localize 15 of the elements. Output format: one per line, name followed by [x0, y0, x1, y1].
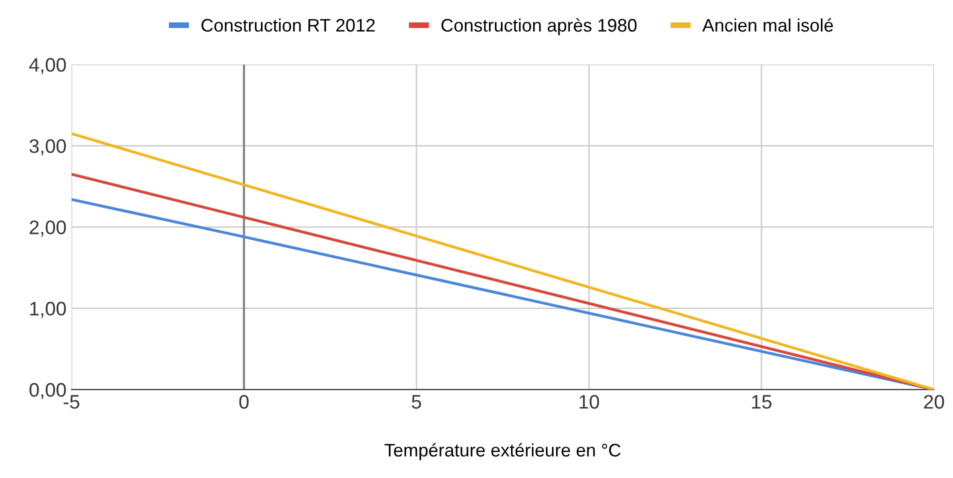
x-tick-label: 20 [924, 394, 944, 409]
x-tick-label: 0 [239, 394, 249, 409]
x-tick-label: 15 [752, 395, 772, 409]
y-tick-label: 3,00 [30, 139, 66, 156]
y-tick-label: 1,00 [30, 302, 66, 318]
x-axis-title: Température extérieure en °C [384, 443, 621, 460]
y-tick-label: 0,00 [30, 383, 66, 400]
legend-label: Ancien mal isolé [702, 18, 833, 32]
legend-label: Construction RT 2012 [201, 18, 375, 32]
x-tick-label: 5 [412, 395, 422, 409]
y-tick-label: 2,00 [30, 220, 66, 237]
x-tick-label: 10 [580, 394, 600, 409]
y-tick-label: 4,00 [29, 58, 66, 74]
legend-label: Construction après 1980 [441, 18, 637, 36]
x-tick-label: -5 [64, 395, 80, 409]
